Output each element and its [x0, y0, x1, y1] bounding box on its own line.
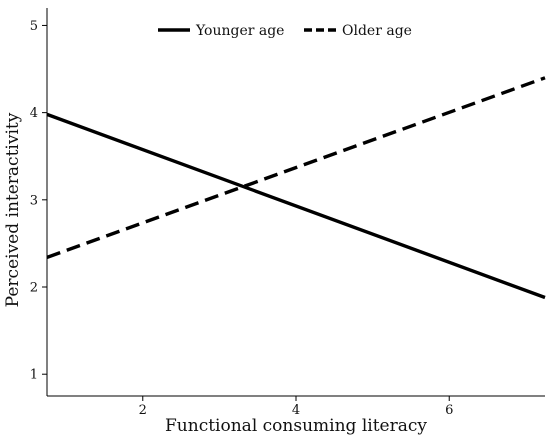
y-tick-label: 1 [30, 368, 38, 383]
legend-label: Older age [342, 23, 412, 39]
axes: 1 2 3 4 5 2 4 6 [30, 8, 545, 418]
x-tick-label: 2 [139, 403, 147, 418]
y-tick-label: 5 [30, 19, 38, 34]
x-tick-label: 6 [445, 403, 453, 418]
series-line-older-age [46, 76, 546, 259]
legend-label: Younger age [195, 23, 284, 39]
y-tick-label: 4 [30, 106, 38, 121]
y-tick-label: 3 [30, 193, 38, 208]
series-group [46, 76, 546, 300]
y-axis-title: Perceived interactivity [3, 112, 23, 307]
series-line-younger-age [46, 112, 546, 300]
x-axis-title: Functional consuming literacy [165, 416, 427, 436]
x-tick-label: 4 [292, 403, 300, 418]
y-tick-label: 2 [30, 281, 38, 296]
legend: Younger age Older age [158, 23, 412, 39]
